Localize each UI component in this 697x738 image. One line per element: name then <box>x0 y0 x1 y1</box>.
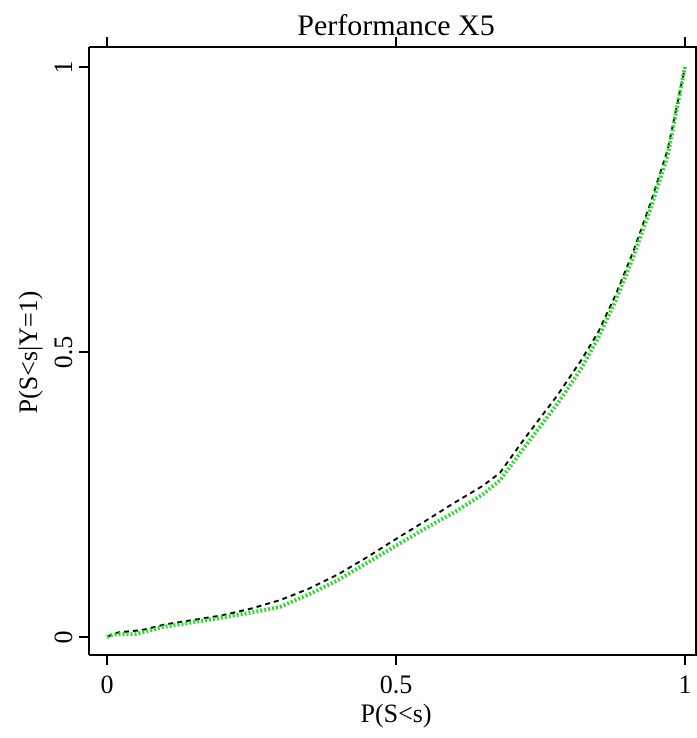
series-lines <box>106 66 687 639</box>
y-tick-label: 0 <box>49 631 78 644</box>
y-tick-label: 0.5 <box>49 336 78 369</box>
x-axis-title: P(S<s) <box>360 699 431 728</box>
x-tick-label: 0 <box>101 670 114 699</box>
plot-frame <box>88 46 697 656</box>
x-tick-label: 1 <box>679 670 692 699</box>
series-line-2 <box>106 66 687 639</box>
chart-title: Performance X5 <box>297 9 494 42</box>
axis-ticks: 0 0.5 1 0 0.5 1 <box>49 37 692 699</box>
series-line-1 <box>106 66 686 638</box>
y-axis-title: P(S<s|Y=1) <box>14 291 43 414</box>
x-tick-label: 0.5 <box>380 670 413 699</box>
y-tick-label: 1 <box>49 61 78 74</box>
